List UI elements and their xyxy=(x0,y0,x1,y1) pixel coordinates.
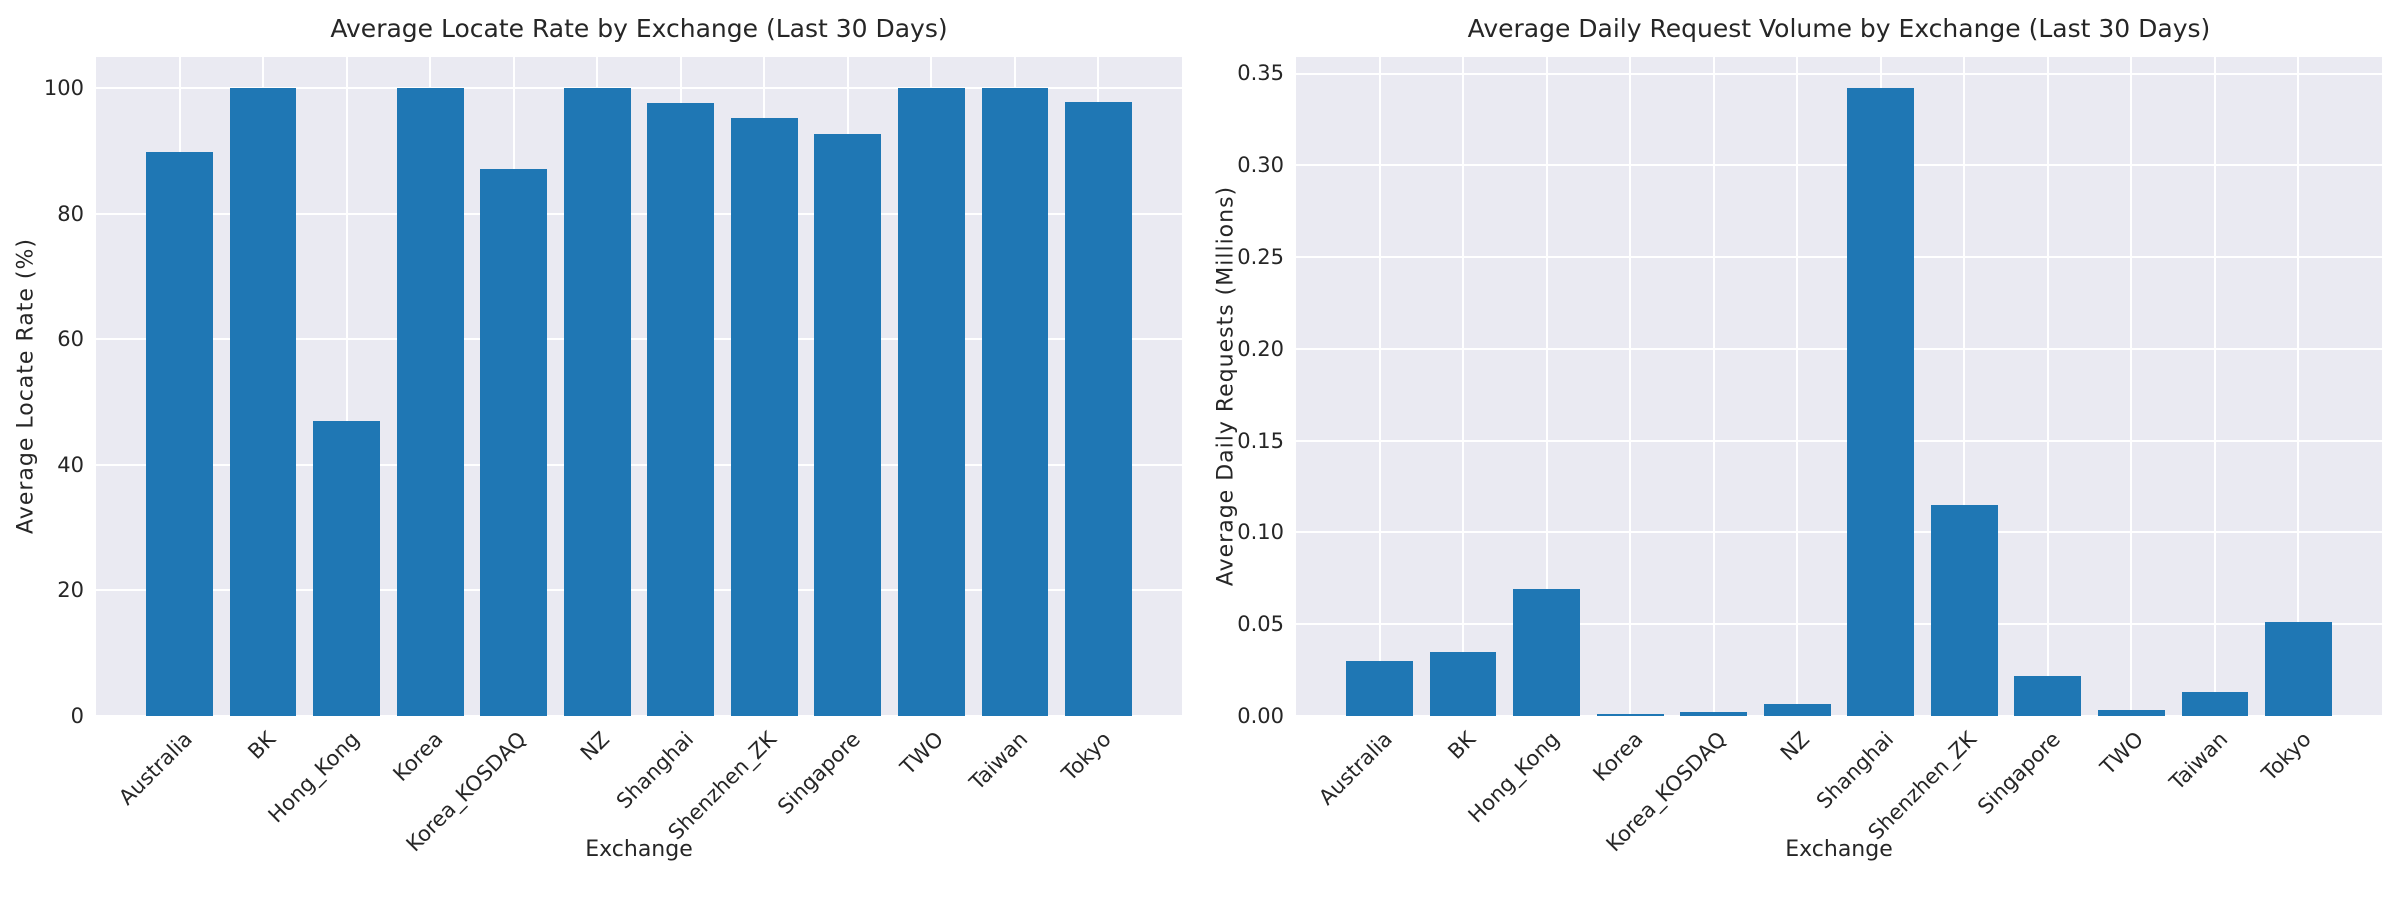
gridline-vertical xyxy=(1629,56,1632,716)
bar-taiwan xyxy=(2181,692,2249,716)
bar-shenzhen-zk xyxy=(1930,504,1998,716)
x-tick-label: Tokyo xyxy=(1056,726,1116,786)
plot-area xyxy=(1296,56,2382,716)
gridline-horizontal xyxy=(96,714,1182,716)
gridline-vertical xyxy=(2213,56,2216,716)
chart-title: Average Locate Rate by Exchange (Last 30… xyxy=(330,14,948,44)
x-tick-label: Australia xyxy=(113,726,197,810)
x-tick-label: BK xyxy=(243,726,281,764)
x-axis-label: Exchange xyxy=(585,837,693,862)
x-tick-label: Australia xyxy=(1313,726,1397,810)
gridline-horizontal xyxy=(96,87,1182,90)
bar-hong-kong xyxy=(313,420,381,716)
bar-australia xyxy=(1346,660,1413,716)
bar-singapore xyxy=(814,134,882,716)
x-tick-label: NZ xyxy=(1775,726,1815,766)
y-tick-label: 40 xyxy=(57,452,84,477)
y-tick-label: 0.10 xyxy=(1237,520,1284,545)
bar-korea-kosdaq xyxy=(1680,712,1748,716)
y-tick-label: 100 xyxy=(43,76,84,101)
bar-shenzhen-zk xyxy=(730,117,798,716)
x-tick-label: Taiwan xyxy=(964,726,1032,795)
bar-hong-kong xyxy=(1513,589,1581,716)
y-tick-label: 80 xyxy=(57,201,84,226)
y-axis-label: Average Locate Rate (%) xyxy=(13,238,39,535)
gridline-horizontal xyxy=(96,338,1182,341)
y-tick-label: 0.05 xyxy=(1237,612,1284,637)
y-tick-label: 0.00 xyxy=(1237,703,1284,728)
gridline-vertical xyxy=(1712,56,1715,716)
bar-two xyxy=(2097,710,2165,716)
y-tick-label: 0.15 xyxy=(1237,428,1284,453)
x-tick-label: Shanghai xyxy=(1811,726,1898,814)
gridline-horizontal xyxy=(1296,714,2382,716)
y-tick-label: 0.25 xyxy=(1237,245,1284,270)
x-tick-label: TWO xyxy=(895,726,949,780)
gridline-vertical xyxy=(2130,56,2133,716)
bar-bk xyxy=(229,88,297,716)
gridline-horizontal xyxy=(1296,72,2382,75)
gridline-vertical xyxy=(1545,56,1548,716)
gridline-horizontal xyxy=(96,212,1182,215)
gridline-horizontal xyxy=(1296,623,2382,626)
x-tick-label: TWO xyxy=(2095,726,2149,780)
gridline-horizontal xyxy=(96,463,1182,466)
gridline-vertical xyxy=(1796,56,1799,716)
bar-tokyo xyxy=(2265,622,2332,716)
x-tick-label: Shanghai xyxy=(611,726,698,814)
gridline-vertical xyxy=(345,56,348,716)
gridline-horizontal xyxy=(1296,531,2382,534)
bar-shanghai xyxy=(647,103,715,716)
bar-korea xyxy=(396,88,464,716)
plot-area xyxy=(96,56,1182,716)
y-tick-label: 0.35 xyxy=(1237,61,1284,86)
gridline-vertical xyxy=(2046,56,2049,716)
y-tick-label: 0.30 xyxy=(1237,153,1284,178)
bar-australia xyxy=(146,152,213,716)
bar-nz xyxy=(563,88,631,716)
y-tick-label: 20 xyxy=(57,578,84,603)
gridline-horizontal xyxy=(1296,164,2382,167)
x-tick-label: Korea xyxy=(1588,726,1648,786)
gridline-vertical xyxy=(1963,56,1966,716)
x-tick-label: Singapore xyxy=(772,726,865,819)
bar-korea xyxy=(1596,714,1664,716)
gridline-vertical xyxy=(1378,56,1381,716)
x-axis-label: Exchange xyxy=(1785,837,1893,862)
gridline-horizontal xyxy=(1296,439,2382,442)
bar-taiwan xyxy=(981,88,1049,716)
bar-korea-kosdaq xyxy=(480,169,548,716)
gridline-vertical xyxy=(1462,56,1465,716)
bar-shanghai xyxy=(1847,88,1915,716)
x-tick-label: Singapore xyxy=(1972,726,2065,819)
gridline-horizontal xyxy=(1296,347,2382,350)
bar-nz xyxy=(1763,704,1831,716)
x-tick-label: Korea xyxy=(388,726,448,786)
x-tick-label: Taiwan xyxy=(2164,726,2232,795)
gridline-horizontal xyxy=(96,589,1182,592)
locate-rate-chart: Average Locate Rate by Exchange (Last 30… xyxy=(13,14,1182,862)
bar-singapore xyxy=(2014,675,2082,716)
bar-bk xyxy=(1429,651,1497,716)
x-tick-label: NZ xyxy=(575,726,615,766)
y-tick-label: 0 xyxy=(70,703,84,728)
bar-tokyo xyxy=(1065,102,1132,716)
request-volume-chart: Average Daily Request Volume by Exchange… xyxy=(1200,0,2400,900)
bar-two xyxy=(897,88,965,716)
x-tick-label: BK xyxy=(1443,726,1481,764)
y-axis-label: Average Daily Requests (Millions) xyxy=(1213,185,1239,587)
x-tick-label: Tokyo xyxy=(2256,726,2316,786)
y-tick-label: 0.20 xyxy=(1237,336,1284,361)
y-tick-label: 60 xyxy=(57,327,84,352)
gridline-horizontal xyxy=(1296,256,2382,259)
gridline-vertical xyxy=(2297,56,2300,716)
chart-title: Average Daily Request Volume by Exchange… xyxy=(1467,14,2211,44)
